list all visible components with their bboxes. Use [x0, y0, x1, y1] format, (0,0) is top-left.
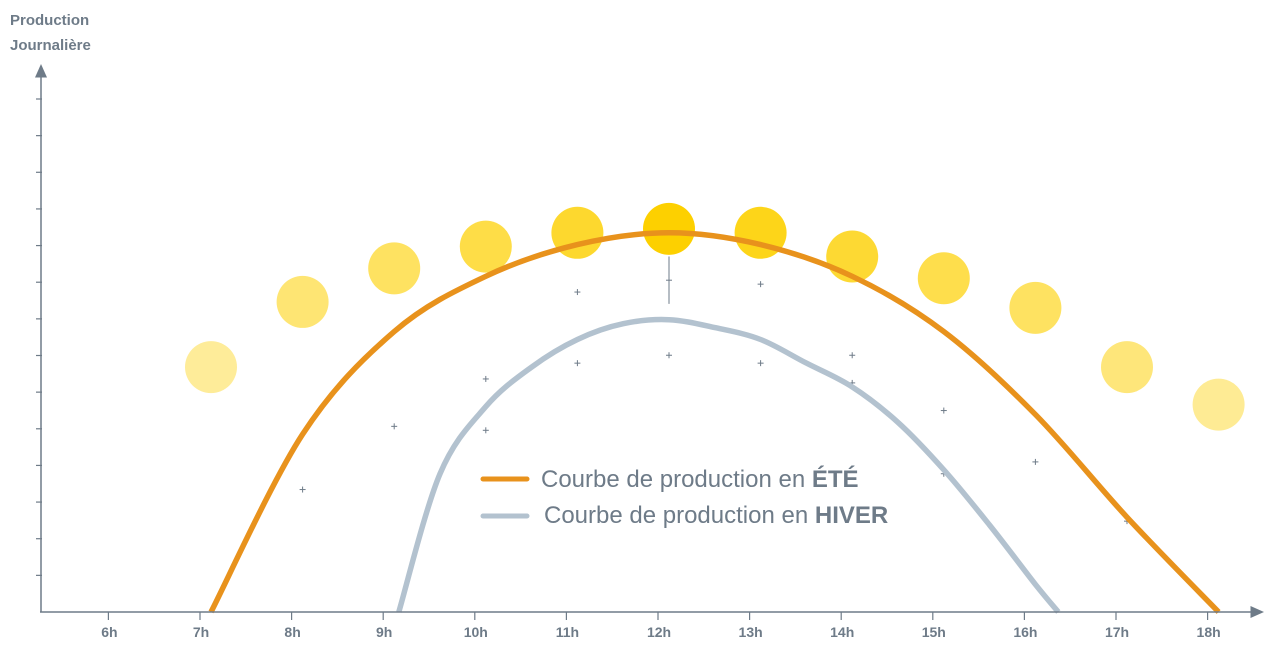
- sun-marker: [1101, 341, 1153, 394]
- x-tick-label: 9h: [376, 624, 392, 640]
- legend-item-hiver: Courbe de production en HIVER: [480, 502, 888, 529]
- y-axis-title-line-1: Production: [10, 12, 90, 29]
- cross-marker: [574, 289, 581, 296]
- series-line-hiver: [396, 316, 1061, 614]
- x-tick-label: 14h: [830, 624, 854, 640]
- legend-item-ete: Courbe de production en ÉTÉ: [480, 465, 859, 493]
- sun-marker: [1192, 378, 1245, 431]
- x-tick-label: 17h: [1105, 624, 1129, 640]
- sun-marker: [1009, 281, 1062, 334]
- sun-marker: [643, 202, 695, 255]
- cross-marker: [757, 360, 764, 367]
- sun-marker: [917, 252, 970, 305]
- x-tick-label: 13h: [739, 624, 763, 640]
- cross-marker: [757, 281, 764, 288]
- x-tick-label: 11h: [556, 624, 579, 640]
- legend-label-hiver-emph: HIVER: [815, 502, 888, 529]
- x-tick-label: 18h: [1197, 624, 1221, 640]
- legend-label-ete: Courbe de production en ÉTÉ: [541, 465, 859, 493]
- y-axis-title-line-2: Journalière: [10, 37, 91, 54]
- cross-marker: [940, 407, 947, 414]
- cross-marker: [482, 427, 489, 434]
- x-tick-label: 15h: [922, 624, 946, 640]
- legend-label-ete-emph: ÉTÉ: [812, 465, 859, 493]
- sun-marker: [368, 242, 421, 295]
- cross-marker: [574, 360, 581, 367]
- series-line-ete: [208, 230, 1221, 614]
- legend: Courbe de production en ÉTÉ Courbe de pr…: [480, 465, 888, 529]
- axes: [35, 64, 1264, 618]
- x-tick-label: 7h: [193, 624, 209, 640]
- sun-marker: [185, 341, 237, 394]
- cross-marker: [299, 486, 306, 493]
- x-tick-label: 12h: [647, 624, 671, 640]
- y-ticks: [36, 98, 42, 576]
- cross-marker: [1032, 458, 1039, 465]
- sun-marker: [276, 275, 329, 328]
- y-axis-title: Production Journalière: [10, 8, 91, 58]
- x-tick-label: 6h: [101, 624, 117, 640]
- legend-label-hiver-prefix: Courbe de production en: [544, 502, 815, 529]
- cross-marker: [391, 423, 398, 430]
- sun-marker: [459, 220, 512, 273]
- x-tick-label: 8h: [284, 624, 300, 640]
- cross-marker: [666, 352, 672, 359]
- x-tick-label: 10h: [464, 624, 488, 640]
- x-tick-label: 16h: [1013, 624, 1037, 640]
- legend-label-hiver: Courbe de production en HIVER: [544, 502, 888, 529]
- x-ticks: 6h 7h 8h 9h 10h 11h 12h 13h 14h 15h 16h 17h 18h: [101, 612, 1221, 640]
- cross-marker: [849, 352, 856, 359]
- legend-label-ete-prefix: Courbe de production en: [541, 466, 812, 493]
- cross-marker: [482, 375, 489, 382]
- series-lines: [208, 230, 1221, 614]
